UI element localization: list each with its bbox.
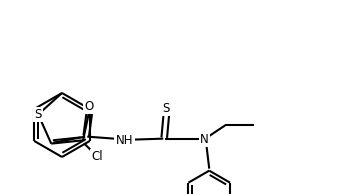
- Text: S: S: [35, 108, 42, 121]
- Text: N: N: [200, 133, 209, 146]
- Text: Cl: Cl: [91, 150, 103, 163]
- Text: S: S: [163, 102, 170, 115]
- Text: NH: NH: [116, 134, 133, 147]
- Text: O: O: [85, 100, 94, 113]
